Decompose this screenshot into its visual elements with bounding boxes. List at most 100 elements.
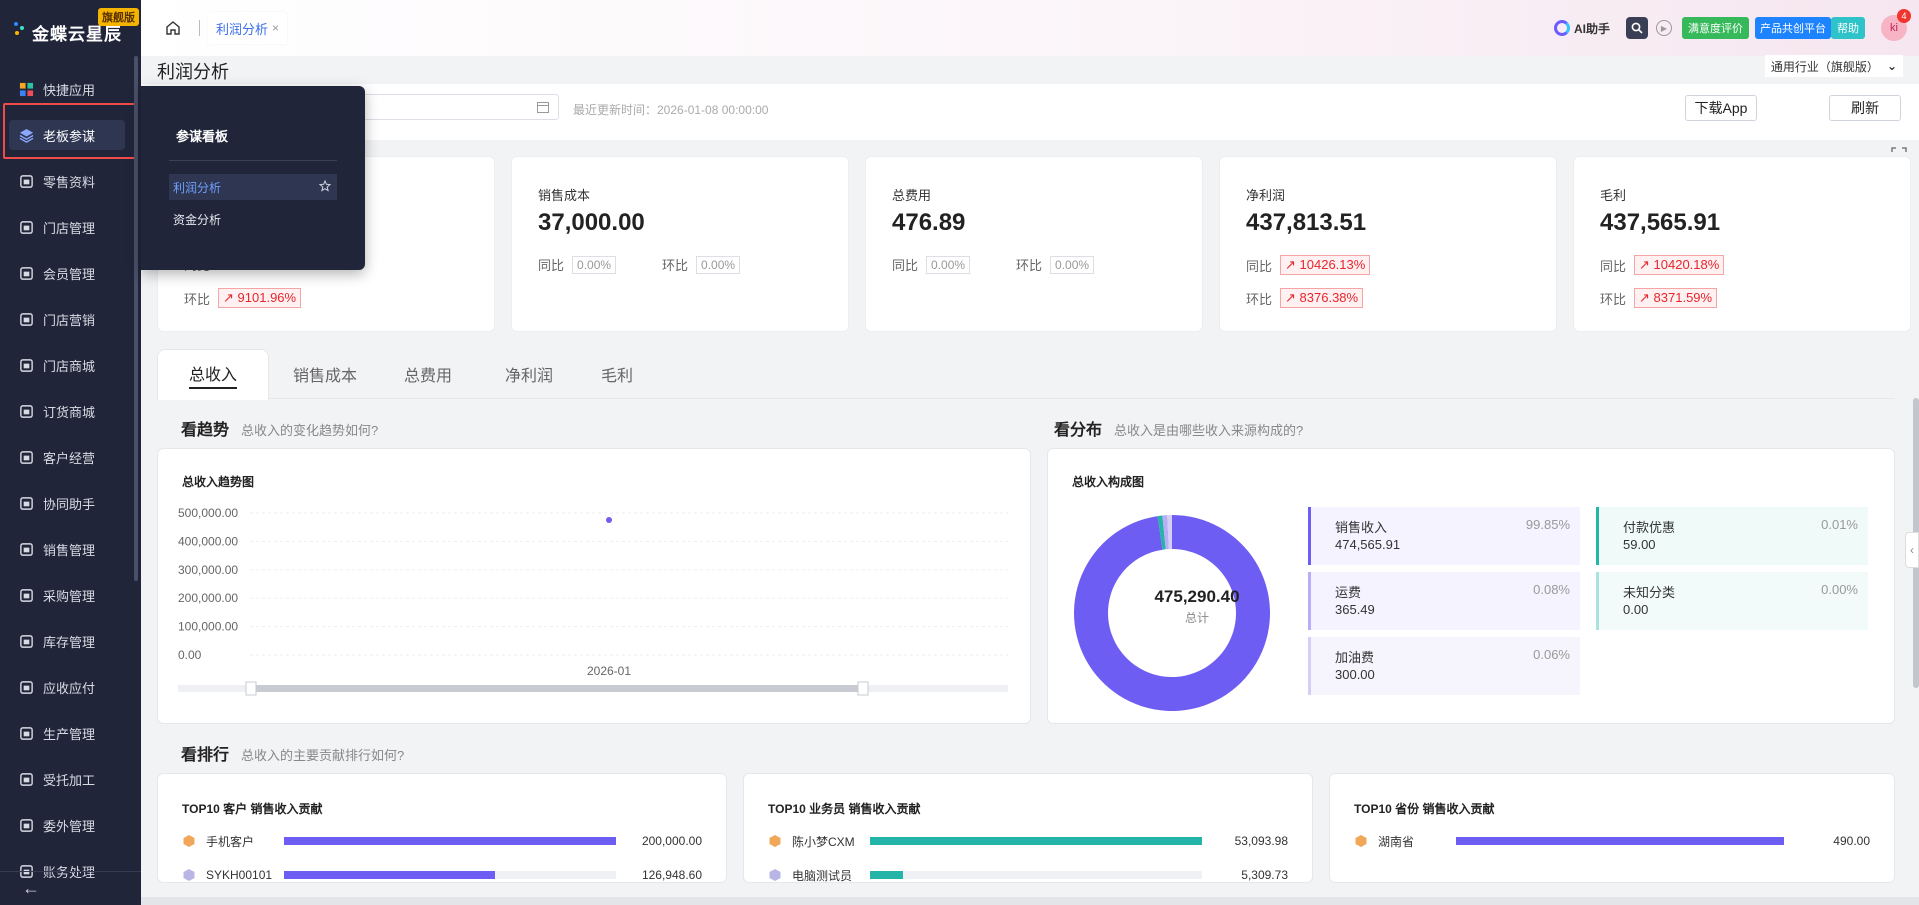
horizontal-scrollbar[interactable] <box>141 897 1919 905</box>
ranking-row[interactable]: SYKH00101 126,948.60 <box>182 866 702 882</box>
tab-0[interactable]: 总收入 <box>157 349 270 400</box>
download-app-button[interactable]: 下载App <box>1685 95 1757 121</box>
legend-item[interactable]: 加油费 0.06% 300.00 <box>1308 637 1580 695</box>
sidebar-item-0[interactable]: 快捷应用 <box>0 66 141 112</box>
dist-chart-title: 总收入构成图 <box>1072 475 1145 489</box>
ranking-row[interactable]: 电脑测试员 5,309.73 <box>768 866 1288 882</box>
ranking-row[interactable]: 陈小梦CXM 53,093.98 <box>768 832 1288 850</box>
apps-icon <box>18 81 34 97</box>
donut-slice[interactable] <box>1157 515 1166 550</box>
yoy-row: 同比 ↗ 10420.18% <box>1600 255 1725 275</box>
legend-item[interactable]: 付款优惠 0.01% 59.00 <box>1596 507 1868 565</box>
legend-name: 加油费 <box>1335 650 1375 665</box>
tab-label: 利润分析 <box>216 21 269 37</box>
sidebar-item-6[interactable]: 门店商城 <box>0 342 141 388</box>
sidebar-item-16[interactable]: 委外管理 <box>0 802 141 848</box>
zoom-handle-right[interactable] <box>857 681 869 696</box>
industry-select[interactable]: 通用行业（旗舰版） ⌄ <box>1764 55 1903 77</box>
tools-icon <box>18 771 34 787</box>
chevron-left-icon[interactable]: ‹ <box>1905 532 1919 568</box>
date-picker[interactable] <box>351 94 559 120</box>
y-tick-label: 100,000.00 <box>178 620 238 634</box>
legend-item[interactable]: 销售收入 99.85% 474,565.91 <box>1308 507 1580 565</box>
sidebar-scrollbar[interactable] <box>134 56 138 581</box>
help-button[interactable]: 帮助 <box>1831 17 1865 39</box>
popup-item-profit-analysis[interactable]: 利润分析 <box>169 174 337 200</box>
ranking-row[interactable]: 手机客户 200,000.00 <box>182 832 702 850</box>
legend-item[interactable]: 运费 0.08% 365.49 <box>1308 572 1580 630</box>
sidebar-item-9[interactable]: 协同助手 <box>0 480 141 526</box>
metric-card[interactable]: 净利润 437,813.51 同比 ↗ 10426.13% 环比 ↗ 8376.38% <box>1219 156 1557 332</box>
ai-assistant-button[interactable]: AI助手 <box>1553 20 1610 37</box>
sidebar-item-12[interactable]: 库存管理 <box>0 618 141 664</box>
donut-slice[interactable] <box>1162 515 1169 550</box>
arrow-left-icon[interactable]: ← <box>22 878 40 898</box>
ai-icon <box>1553 20 1570 36</box>
sidebar-item-10[interactable]: 销售管理 <box>0 526 141 572</box>
mom-row: 环比 0.00% <box>662 255 756 274</box>
close-icon[interactable]: × <box>272 21 280 35</box>
shop-icon <box>18 357 34 373</box>
sidebar-item-2[interactable]: 零售资料 <box>0 158 141 204</box>
home-icon[interactable] <box>165 20 181 36</box>
refresh-button[interactable]: 刷新 <box>1829 95 1901 121</box>
donut-slice[interactable] <box>1167 515 1172 550</box>
fullscreen-icon[interactable] <box>1891 147 1907 163</box>
data-point[interactable] <box>606 517 612 524</box>
platform-button[interactable]: 产品共创平台 <box>1755 17 1831 39</box>
mom-value: ↗ 8371.59% <box>1634 288 1718 308</box>
outsource-icon <box>18 817 34 833</box>
play-icon[interactable]: ▶ <box>1656 20 1672 36</box>
ranking-bar <box>1456 837 1784 845</box>
mom-row: 环比 ↗ 8376.38% <box>1246 288 1364 308</box>
sidebar-item-15[interactable]: 受托加工 <box>0 756 141 802</box>
ranking-name: 手机客户 <box>206 834 255 849</box>
zoom-handle-left[interactable] <box>245 681 257 696</box>
sidebar-item-14[interactable]: 生产管理 <box>0 710 141 756</box>
tab-4[interactable]: 毛利 <box>570 349 664 399</box>
sidebar-item-label: 协同助手 <box>43 496 96 512</box>
feedback-button[interactable]: 满意度评价 <box>1682 17 1749 39</box>
sidebar-item-13[interactable]: 应收应付 <box>0 664 141 710</box>
ranking-value: 5,309.73 <box>1241 868 1288 882</box>
metric-card[interactable]: 总费用 476.89 同比 0.00% 环比 0.00% <box>865 156 1203 332</box>
sidebar-item-8[interactable]: 客户经营 <box>0 434 141 480</box>
legend-value: 474,565.91 <box>1335 537 1401 552</box>
sales-icon <box>18 541 34 557</box>
sidebar-item-4[interactable]: 会员管理 <box>0 250 141 296</box>
metric-value: 437,565.91 <box>1600 209 1721 236</box>
ranking-row[interactable]: 湖南省 490.00 <box>1354 832 1870 850</box>
tab-2[interactable]: 总费用 <box>373 349 483 399</box>
legend-item[interactable]: 未知分类 0.00% 0.00 <box>1596 572 1868 630</box>
sidebar-item-7[interactable]: 订货商城 <box>0 388 141 434</box>
top-bar: 利润分析 × AI助手 ▶ 满意度评价 产品共创平台 帮助 ki 4 <box>141 0 1919 56</box>
page-title: 利润分析 <box>157 62 229 82</box>
star-icon[interactable] <box>319 180 331 192</box>
metric-card[interactable]: 毛利 437,565.91 同比 ↗ 10420.18% 环比 ↗ 8371.59% <box>1573 156 1911 332</box>
legend-name: 付款优惠 <box>1623 520 1676 535</box>
ranking-panel: TOP10 客户 销售收入贡献 手机客户 200,000.00 SYKH00101 12… <box>157 773 727 883</box>
tab-profit-analysis[interactable]: 利润分析 × <box>208 12 288 44</box>
sidebar-item-3[interactable]: 门店管理 <box>0 204 141 250</box>
search-button[interactable] <box>1626 17 1648 39</box>
metric-title: 毛利 <box>1600 188 1627 203</box>
trend-title: 看趋势 <box>181 422 230 439</box>
sidebar-item-5[interactable]: 门店营销 <box>0 296 141 342</box>
popup-item-fund-analysis[interactable]: 资金分析 <box>169 206 337 232</box>
sidebar-item-1[interactable]: 老板参谋 <box>0 112 141 158</box>
sidebar-item-label: 销售管理 <box>43 542 96 558</box>
tab-3[interactable]: 净利润 <box>474 349 584 399</box>
donut-slice[interactable] <box>1074 515 1270 711</box>
contact-card-icon <box>18 495 34 511</box>
mom-row: 环比 ↗ 9101.96% <box>184 288 302 308</box>
zoom-window[interactable] <box>252 685 862 692</box>
y-tick-label: 0.00 <box>178 648 202 662</box>
metric-card[interactable]: 销售成本 37,000.00 同比 0.00% 环比 0.00% <box>511 156 849 332</box>
app-logo[interactable]: 金蝶云星辰 旗舰版 <box>10 8 139 46</box>
tab-1[interactable]: 销售成本 <box>262 349 388 399</box>
avatar[interactable]: ki 4 <box>1881 9 1911 41</box>
sidebar-item-11[interactable]: 采购管理 <box>0 572 141 618</box>
y-tick-label: 300,000.00 <box>178 563 238 577</box>
tab-label: 毛利 <box>601 368 634 385</box>
sidebar-item-label: 委外管理 <box>43 818 96 834</box>
